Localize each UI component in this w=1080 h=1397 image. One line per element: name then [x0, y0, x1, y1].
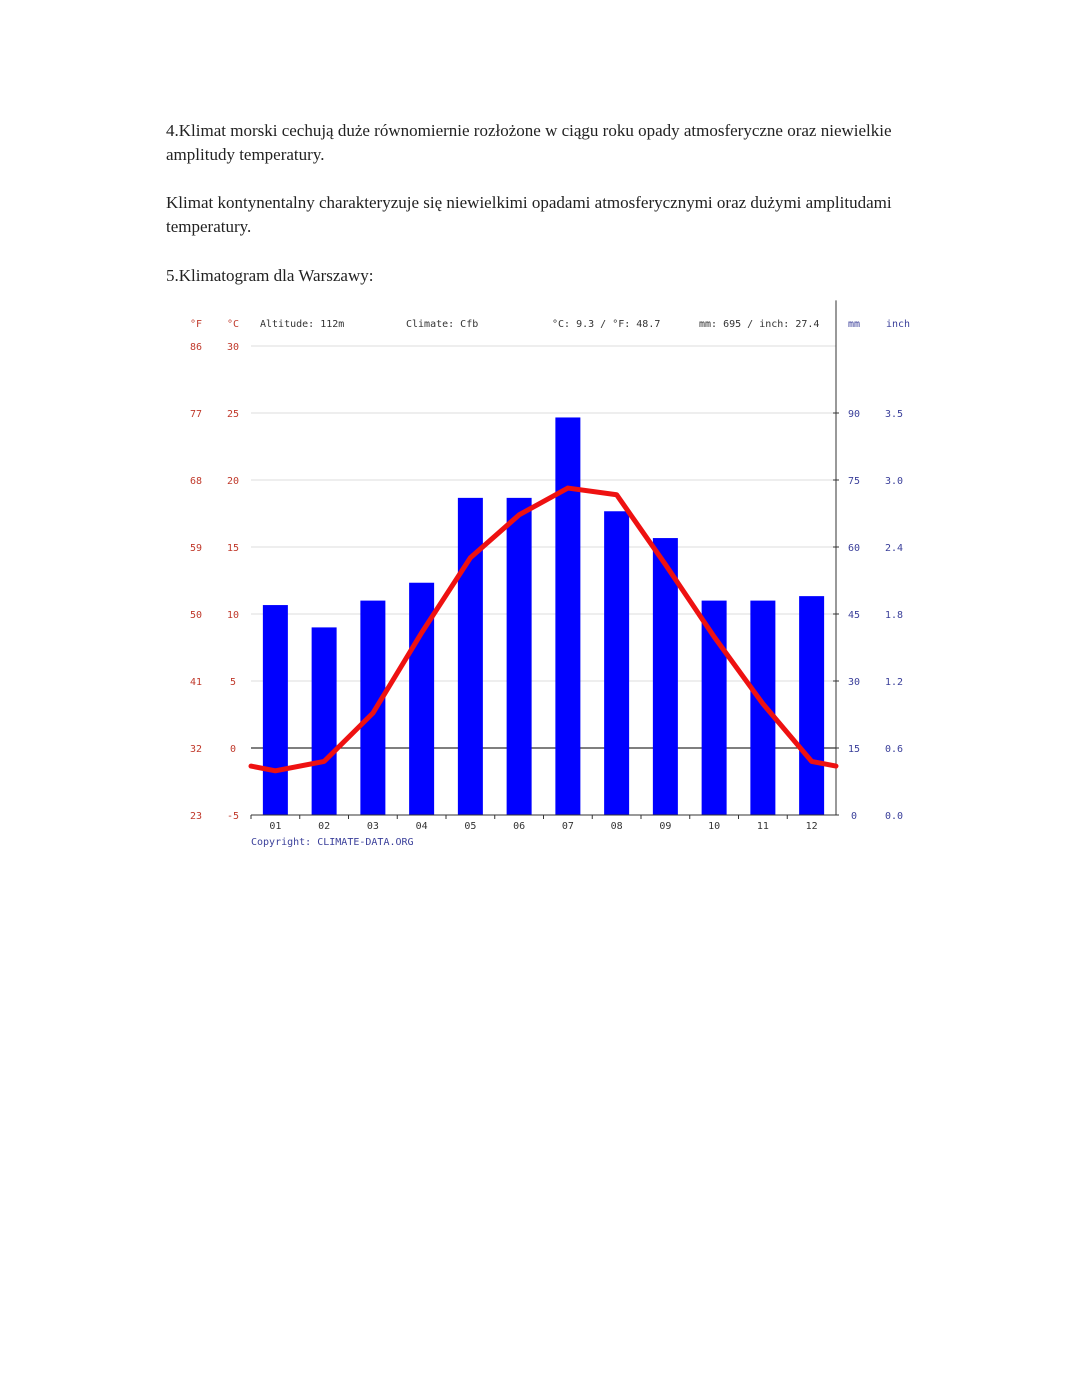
- tick-label-f: 68: [190, 476, 202, 487]
- month-label: 09: [659, 821, 671, 832]
- tick-label-c: 5: [230, 677, 236, 688]
- precip-bar: [555, 417, 581, 815]
- altitude-label: Altitude: 112m: [260, 319, 344, 330]
- precip-bar: [262, 605, 288, 815]
- tick-label-c: 30: [227, 342, 239, 353]
- tick-label-f: 23: [190, 811, 202, 822]
- precip-bar: [360, 600, 386, 815]
- precipitation-bars: [262, 417, 825, 815]
- month-label: 12: [806, 821, 818, 832]
- paragraph-continental: Klimat kontynentalny charakteryzuje się …: [166, 193, 892, 236]
- precip-summary-label: mm: 695 / inch: 27.4: [699, 319, 819, 330]
- month-label: 02: [318, 821, 330, 832]
- month-label: 07: [562, 821, 574, 832]
- month-label: 04: [416, 821, 428, 832]
- unit-inch-label: inch: [886, 319, 910, 330]
- temperature-line: [248, 485, 839, 774]
- tick-label-f: 41: [190, 677, 202, 688]
- precip-bar: [604, 511, 630, 815]
- tick-label-mm: 90: [848, 409, 860, 420]
- month-label: 03: [367, 821, 379, 832]
- tick-label-c: 25: [227, 409, 239, 420]
- precip-bar: [311, 627, 337, 815]
- tick-label-c: -5: [227, 811, 239, 822]
- tick-label-mm: 30: [848, 677, 860, 688]
- month-label: 06: [513, 821, 525, 832]
- precip-bar: [506, 497, 532, 815]
- unit-c-label: °C: [227, 319, 239, 330]
- temperature-line-layer: [248, 485, 839, 774]
- tick-label-mm: 15: [848, 744, 860, 755]
- tick-label-c: 0: [230, 744, 236, 755]
- precip-bar: [799, 596, 825, 815]
- labels: °F °C Altitude: 112m Climate: Cfb °C: 9.…: [190, 319, 910, 848]
- tick-label-inch: 3.0: [885, 476, 903, 487]
- tick-label-inch: 0.6: [885, 744, 903, 755]
- tick-label-c: 15: [227, 543, 239, 554]
- tick-label-inch: 1.2: [885, 677, 903, 688]
- unit-f-label: °F: [190, 319, 202, 330]
- month-label: 10: [708, 821, 720, 832]
- month-label: 08: [611, 821, 623, 832]
- temp-summary-label: °C: 9.3 / °F: 48.7: [552, 319, 660, 330]
- tick-label-c: 10: [227, 610, 239, 621]
- precip-bar: [652, 538, 678, 815]
- tick-label-mm: 75: [848, 476, 860, 487]
- tick-label-f: 77: [190, 409, 202, 420]
- tick-label-inch: 2.4: [885, 543, 903, 554]
- month-label: 01: [269, 821, 281, 832]
- unit-mm-label: mm: [848, 319, 860, 330]
- tick-label-mm: 45: [848, 610, 860, 621]
- tick-label-mm: 60: [848, 543, 860, 554]
- tick-label-inch: 0.0: [885, 811, 903, 822]
- month-label: 11: [757, 821, 769, 832]
- month-label: 05: [464, 821, 476, 832]
- tick-label-c: 20: [227, 476, 239, 487]
- precip-bar: [457, 497, 483, 815]
- tick-label-f: 59: [190, 543, 202, 554]
- copyright-label: Copyright: CLIMATE-DATA.ORG: [251, 837, 414, 848]
- tick-label-inch: 3.5: [885, 409, 903, 420]
- grid-layer: [251, 345, 836, 749]
- axes: [250, 300, 839, 819]
- precip-bar: [750, 600, 776, 815]
- climate-label: Climate: Cfb: [406, 319, 478, 330]
- tick-label-f: 50: [190, 610, 202, 621]
- tick-label-f: 32: [190, 744, 202, 755]
- tick-label-mm: 0: [851, 811, 857, 822]
- tick-label-f: 86: [190, 342, 202, 353]
- paragraph-maritime: 4.Klimat morski cechują duże równomierni…: [166, 121, 892, 164]
- tick-label-inch: 1.8: [885, 610, 903, 621]
- paragraph-chart-heading: 5.Klimatogram dla Warszawy:: [166, 266, 374, 285]
